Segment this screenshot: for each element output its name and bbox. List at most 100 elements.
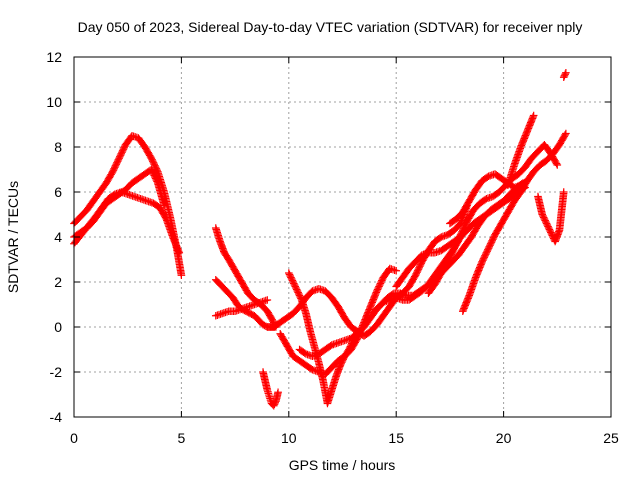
data-point [146,153,155,161]
y-tick-label: -4 [50,409,63,425]
data-point [374,284,383,292]
data-point [481,250,490,259]
data-point [175,248,184,257]
data-point [339,355,348,364]
y-tick-label: -2 [50,364,63,380]
data-point [562,68,570,77]
data-point [448,248,456,257]
data-point [147,165,156,174]
data-point [373,285,382,294]
data-point [117,149,126,158]
data-point [148,155,156,164]
data-point [447,250,456,259]
data-point [460,223,469,232]
data-point [452,239,461,248]
series-arc-18 [534,188,568,246]
data-point [483,247,491,256]
data-point [457,229,466,238]
data-point [445,254,453,263]
data-point [546,227,554,235]
data-point [151,173,159,181]
data-point [461,221,469,230]
data-point [113,158,121,167]
data-point [562,129,570,138]
data-point [151,174,160,183]
y-tick-label: 4 [54,229,62,245]
y-tick-label: 8 [54,139,62,155]
data-point [481,195,489,204]
data-point [376,279,385,288]
data-point [113,157,122,166]
data-point [269,401,278,410]
data-point [446,253,454,262]
series-arc-4 [211,224,278,327]
data-point [108,167,117,176]
data-point [111,163,119,172]
x-tick-label: 0 [70,430,78,446]
data-point [151,163,160,172]
data-point [417,259,426,268]
data-point [486,241,494,250]
data-point [111,161,120,170]
data-point [489,235,497,244]
y-tick-label: 12 [46,49,62,65]
data-point [244,308,253,317]
data-point [375,282,383,291]
data-point [289,278,297,286]
data-point [480,253,489,262]
data-point [414,265,423,274]
data-point [285,269,293,277]
y-tick-label: 2 [54,274,62,290]
data-point [545,225,554,234]
data-point [392,266,400,275]
data-point [411,271,420,280]
data-point [153,166,161,175]
data-point [295,291,304,300]
data-point [114,155,123,164]
data-point [490,232,499,241]
data-point [147,154,156,163]
data-point [436,234,444,242]
data-point [416,262,424,271]
data-point [292,285,301,294]
data-point [109,166,118,175]
series-arc-15 [446,170,532,228]
data-point [561,131,569,139]
data-point [415,263,423,272]
y-tick-label: 0 [54,319,62,335]
data-point [260,321,269,330]
data-point [489,233,498,242]
data-point [443,257,452,266]
data-point [151,161,159,170]
data-point [448,247,457,256]
data-point [487,238,496,247]
data-point [177,271,186,280]
data-point [287,273,295,282]
data-point [150,160,158,169]
data-point [161,213,170,222]
data-point [112,160,121,169]
data-point [108,169,116,177]
data-point [461,220,470,229]
data-point [547,230,556,238]
data-point [488,236,496,245]
x-tick-label: 25 [603,430,619,446]
data-point [290,279,298,288]
data-point [529,111,538,120]
data-point [454,235,463,244]
series-arc-13 [392,183,529,291]
data-point [373,287,381,295]
data-point [547,228,555,237]
data-point [484,244,493,253]
data-point [271,398,279,407]
data-point [118,148,126,157]
data-point [482,248,491,257]
data-point [152,164,161,173]
data-point [416,260,425,269]
data-point [338,356,347,365]
data-point [559,73,568,82]
data-point [539,213,548,222]
data-point [462,218,471,227]
data-point [293,287,302,295]
data-point [153,177,161,186]
